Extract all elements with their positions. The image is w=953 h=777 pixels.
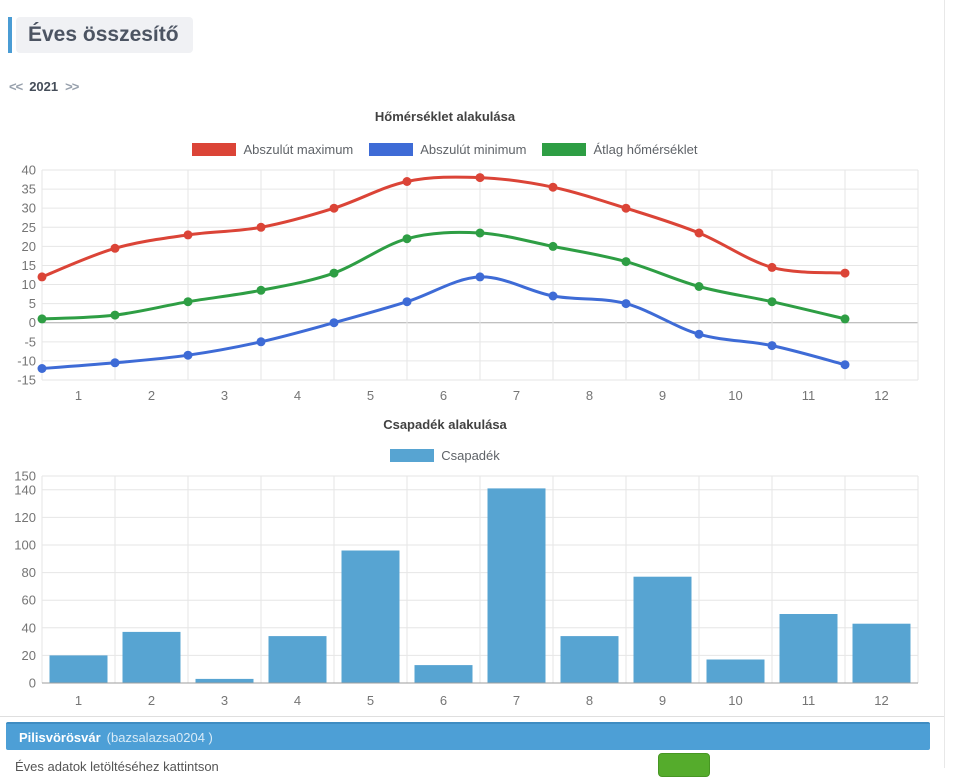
year-next-button[interactable]: >> <box>65 79 79 94</box>
station-username: (bazsalazsa0204 ) <box>106 729 213 745</box>
svg-text:10: 10 <box>728 388 742 403</box>
right-edge-divider <box>944 0 945 768</box>
svg-text:4: 4 <box>294 388 301 403</box>
svg-text:8: 8 <box>586 388 593 403</box>
section-divider <box>0 716 945 717</box>
temperature-chart-title: Hőmérséklet alakulása <box>374 109 516 124</box>
page-title: Éves összesítő <box>16 17 193 54</box>
svg-text:7: 7 <box>513 693 520 708</box>
station-name: Pilisvörösvár <box>19 729 101 745</box>
svg-text:5: 5 <box>367 693 374 708</box>
svg-text:8: 8 <box>586 693 593 708</box>
svg-text:2: 2 <box>148 693 155 708</box>
svg-text:20: 20 <box>22 648 36 663</box>
legend-label: Átlag hőmérséklet <box>593 142 698 157</box>
legend-label: Csapadék <box>441 448 500 463</box>
svg-text:9: 9 <box>659 693 666 708</box>
svg-text:-5: -5 <box>24 334 36 349</box>
svg-text:12: 12 <box>874 693 888 708</box>
svg-text:25: 25 <box>22 220 36 235</box>
svg-text:140: 140 <box>14 482 36 497</box>
station-bar[interactable]: Pilisvörösvár (bazsalazsa0204 ) <box>6 722 930 750</box>
footer-partial-text: Éves adatok letöltéséhez kattintson <box>15 759 219 774</box>
legend-item: Csapadék <box>390 448 500 463</box>
year-prev-button[interactable]: << <box>9 79 23 94</box>
svg-text:10: 10 <box>22 277 36 292</box>
svg-text:40: 40 <box>22 165 36 178</box>
svg-text:-15: -15 <box>17 373 36 388</box>
svg-text:100: 100 <box>14 538 36 553</box>
legend-item: Abszulút maximum <box>192 142 353 157</box>
svg-text:0: 0 <box>29 676 36 691</box>
svg-text:120: 120 <box>14 510 36 525</box>
svg-text:-10: -10 <box>17 353 36 368</box>
legend-swatch <box>542 143 587 156</box>
svg-text:40: 40 <box>22 620 36 635</box>
svg-text:1: 1 <box>75 693 82 708</box>
legend-swatch <box>369 143 414 156</box>
svg-text:3: 3 <box>221 388 228 403</box>
svg-text:4: 4 <box>294 693 301 708</box>
svg-text:1: 1 <box>75 388 82 403</box>
precipitation-chart-title: Csapadék alakulása <box>383 417 507 432</box>
svg-text:2: 2 <box>148 388 155 403</box>
legend-swatch <box>390 449 435 462</box>
svg-text:35: 35 <box>22 182 36 197</box>
svg-text:5: 5 <box>29 296 36 311</box>
legend-item: Abszulút minimum <box>369 142 526 157</box>
legend-label: Abszulút maximum <box>243 142 354 157</box>
svg-text:20: 20 <box>22 239 36 254</box>
svg-text:12: 12 <box>874 388 888 403</box>
svg-text:30: 30 <box>22 201 36 216</box>
legend-swatch <box>192 143 237 156</box>
legend-item: Átlag hőmérséklet <box>542 142 698 157</box>
svg-text:11: 11 <box>802 388 816 403</box>
legend-label: Abszulút minimum <box>420 142 527 157</box>
year-label: 2021 <box>29 79 59 94</box>
year-nav: << 2021 >> <box>9 79 79 94</box>
svg-text:3: 3 <box>221 693 228 708</box>
svg-text:150: 150 <box>14 470 36 484</box>
download-button[interactable] <box>658 753 710 777</box>
precipitation-chart-legend: Csapadék <box>0 448 890 463</box>
svg-text:0: 0 <box>29 315 36 330</box>
svg-text:5: 5 <box>367 388 374 403</box>
svg-text:10: 10 <box>728 693 742 708</box>
temperature-chart-legend: Abszulút maximum Abszulút minimum Átlag hő… <box>0 142 890 157</box>
page-heading: Éves összesítő <box>8 17 193 54</box>
svg-text:60: 60 <box>22 593 36 608</box>
svg-text:6: 6 <box>440 388 447 403</box>
heading-accent-bar <box>8 17 12 54</box>
svg-text:6: 6 <box>440 693 447 708</box>
svg-text:15: 15 <box>22 258 36 273</box>
svg-text:9: 9 <box>659 388 666 403</box>
svg-text:7: 7 <box>513 388 520 403</box>
svg-text:80: 80 <box>22 565 36 580</box>
svg-text:11: 11 <box>802 693 816 708</box>
